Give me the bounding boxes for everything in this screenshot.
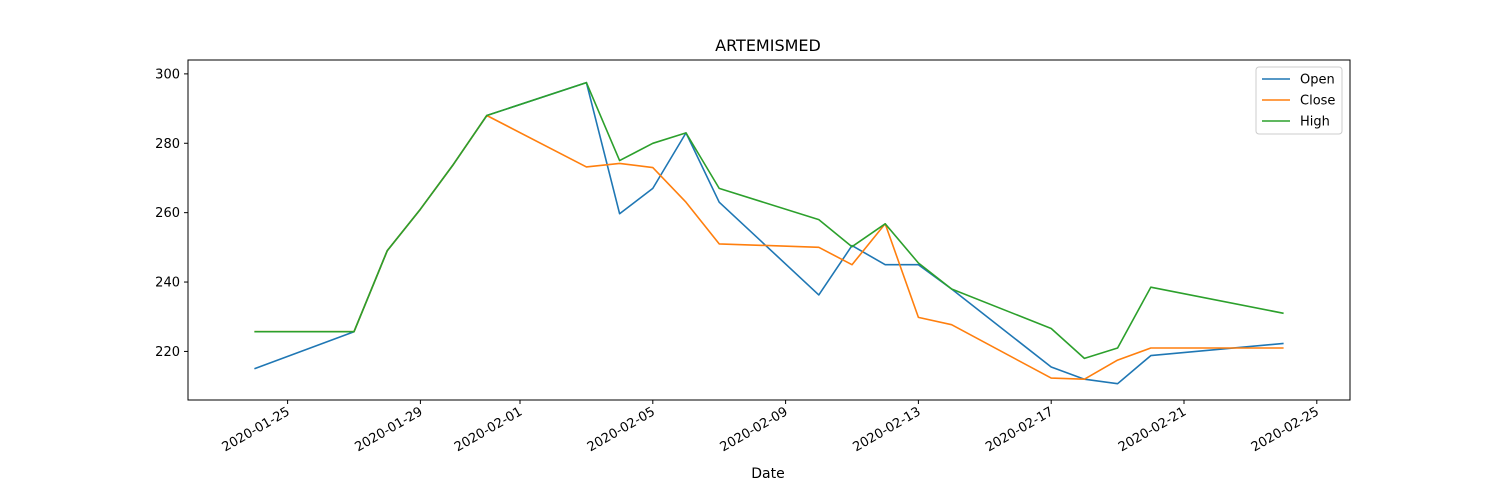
x-tick-label: 2020-02-25 — [1249, 404, 1322, 455]
plot-frame — [187, 59, 1351, 401]
x-tick-label: 2020-02-13 — [850, 404, 923, 455]
series-line-open — [254, 81, 1284, 385]
x-tick-label: 2020-02-01 — [452, 404, 525, 455]
x-tick-label: 2020-02-17 — [983, 404, 1056, 455]
series-line-close — [254, 114, 1284, 381]
x-tick-label: 2020-02-05 — [585, 404, 658, 455]
legend-label-close: Close — [1300, 94, 1335, 109]
series-line-high — [254, 81, 1284, 360]
x-tick-label: 2020-02-21 — [1116, 404, 1189, 455]
y-tick-label: 260 — [155, 206, 180, 221]
x-tick-label: 2020-01-25 — [220, 404, 293, 455]
x-axis-title: Date — [751, 466, 784, 482]
chart-title: ARTEMISMED — [715, 36, 821, 55]
y-tick-label: 220 — [155, 345, 180, 360]
legend: Open Close High — [1255, 66, 1343, 135]
y-tick-label: 240 — [155, 276, 180, 291]
legend-box — [1255, 66, 1343, 135]
legend-label-high: High — [1300, 115, 1330, 130]
x-tick-label: 2020-01-29 — [352, 404, 425, 455]
y-tick-label: 300 — [155, 67, 180, 82]
plot-area — [254, 81, 1284, 385]
axes: 220 240 260 280 300 2020-01-25 2020-01-29 2020-… — [155, 67, 1322, 455]
y-tick-label: 280 — [155, 137, 180, 152]
legend-label-open: Open — [1300, 73, 1335, 88]
x-tick-label: 2020-02-09 — [718, 404, 791, 455]
